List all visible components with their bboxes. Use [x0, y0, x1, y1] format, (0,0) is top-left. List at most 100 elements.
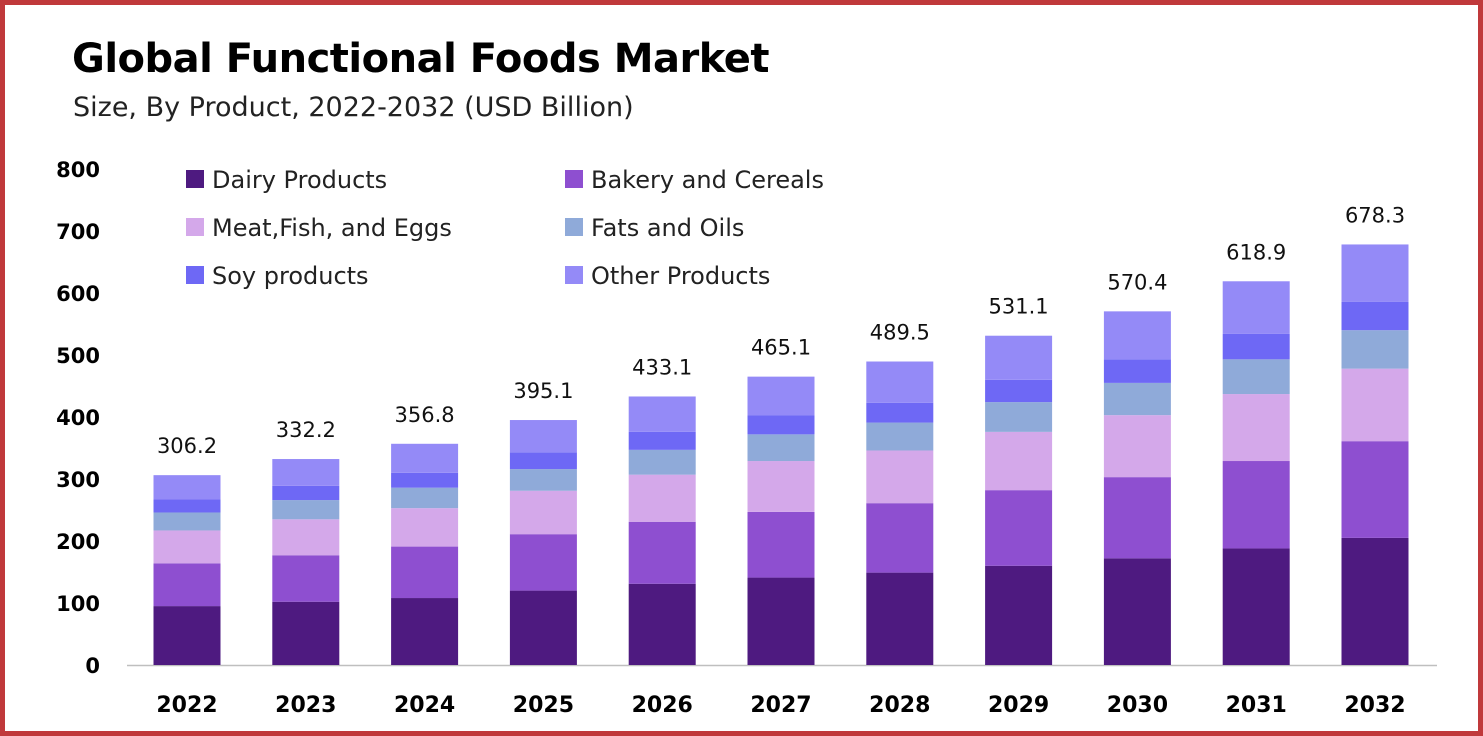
bar-segment	[272, 485, 340, 501]
y-tick-label: 300	[56, 468, 100, 492]
legend-label: Bakery and Cereals	[591, 166, 824, 194]
bar-total-label: 570.4	[1107, 270, 1167, 294]
bar-segment	[1103, 359, 1171, 383]
bar-segment	[747, 434, 815, 462]
legend-label: Dairy Products	[212, 166, 387, 194]
bar-segment	[1222, 333, 1290, 360]
bar-segment	[866, 361, 934, 403]
bar-segment	[1103, 558, 1171, 665]
y-tick-label: 600	[56, 282, 100, 306]
x-tick-label: 2022	[156, 693, 217, 718]
x-tick-label: 2025	[513, 693, 574, 718]
legend-swatch	[186, 218, 204, 236]
x-tick-label: 2024	[394, 693, 455, 718]
bar-total-label: 433.1	[632, 355, 692, 379]
chart-title: Global Functional Foods Market	[72, 36, 770, 82]
legend-item: Other Products	[565, 262, 770, 290]
bar-segment	[1222, 461, 1290, 549]
bar-segment	[509, 590, 577, 665]
bar-segment	[1341, 368, 1409, 442]
bar-segment	[747, 461, 815, 512]
legend-swatch	[565, 266, 583, 284]
y-tick-label: 200	[56, 530, 100, 554]
bar-segment	[1222, 548, 1290, 665]
bar-segment	[153, 499, 221, 513]
x-tick-label: 2029	[988, 693, 1049, 718]
bar-segment	[1341, 301, 1409, 331]
x-tick-label: 2023	[275, 693, 336, 718]
y-axis: 0 100 200 300 400 500 600 700 800	[56, 158, 1437, 678]
bar-segment	[272, 519, 340, 556]
x-tick-label: 2032	[1344, 693, 1405, 718]
y-tick-label: 100	[56, 592, 100, 616]
y-tick-label: 800	[56, 158, 100, 182]
bar-segment	[509, 490, 577, 535]
bar-segment	[391, 443, 459, 473]
legend-label: Meat,Fish, and Eggs	[212, 214, 452, 242]
bar-segment	[391, 508, 459, 547]
bar-segment	[866, 503, 934, 573]
bar-segment	[985, 402, 1053, 432]
bar-segment	[153, 530, 221, 564]
bar-segment	[628, 474, 696, 522]
bar-segment	[509, 452, 577, 470]
chart-subtitle: Size, By Product, 2022-2032 (USD Billion…	[73, 92, 634, 123]
bar-total-label: 332.2	[276, 418, 336, 442]
bar-segment	[153, 512, 221, 531]
y-tick-label: 500	[56, 344, 100, 368]
bar-total-label: 306.2	[157, 434, 217, 458]
bar-segment	[985, 379, 1053, 403]
bar-segment	[1103, 382, 1171, 416]
bar-segment	[272, 459, 340, 486]
bar-segment	[509, 534, 577, 591]
bar-segment	[1103, 477, 1171, 559]
bar-segment	[866, 422, 934, 451]
x-tick-label: 2027	[750, 693, 811, 718]
legend-swatch	[186, 170, 204, 188]
bar-segment	[628, 521, 696, 584]
bar-segment	[628, 396, 696, 432]
legend-item: Soy products	[186, 262, 369, 290]
bar-segment	[747, 511, 815, 578]
bar-segment	[391, 546, 459, 599]
bar-segment	[509, 469, 577, 491]
bar-segment	[391, 598, 459, 665]
bar-segment	[866, 450, 934, 504]
x-tick-label: 2028	[869, 693, 930, 718]
bar-total-label: 489.5	[870, 321, 930, 345]
bar-segment	[985, 431, 1053, 491]
bar-segment	[628, 583, 696, 665]
bar-segment	[1222, 394, 1290, 462]
bar-segment	[628, 431, 696, 450]
bar-segment	[391, 472, 459, 488]
bar-segment	[391, 487, 459, 509]
bar-segment	[1103, 415, 1171, 478]
bar-segment	[628, 449, 696, 475]
x-tick-label: 2030	[1107, 693, 1168, 718]
bar-segment	[272, 500, 340, 520]
legend-swatch	[565, 170, 583, 188]
legend-swatch	[186, 266, 204, 284]
bar-total-label: 678.3	[1345, 203, 1405, 227]
bar-segment	[153, 606, 221, 665]
x-tick-label: 2026	[632, 693, 693, 718]
legend-label: Fats and Oils	[591, 214, 744, 242]
bar-segment	[985, 335, 1053, 380]
bar-segment	[1222, 359, 1290, 395]
bar-segment	[747, 577, 815, 665]
legend: Dairy Products Bakery and Cereals Meat,Fis…	[186, 166, 824, 290]
legend-item: Bakery and Cereals	[565, 166, 824, 194]
y-tick-label: 700	[56, 220, 100, 244]
legend-item: Dairy Products	[186, 166, 387, 194]
bar-total-label: 531.1	[989, 295, 1049, 319]
bar-segment	[272, 555, 340, 602]
y-tick-label: 400	[56, 406, 100, 430]
y-tick-label: 0	[85, 654, 100, 678]
bar-segment	[1341, 244, 1409, 302]
legend-item: Fats and Oils	[565, 214, 744, 242]
bars-group	[153, 244, 1409, 665]
bar-segment	[1341, 441, 1409, 538]
bar-segment	[866, 402, 934, 423]
